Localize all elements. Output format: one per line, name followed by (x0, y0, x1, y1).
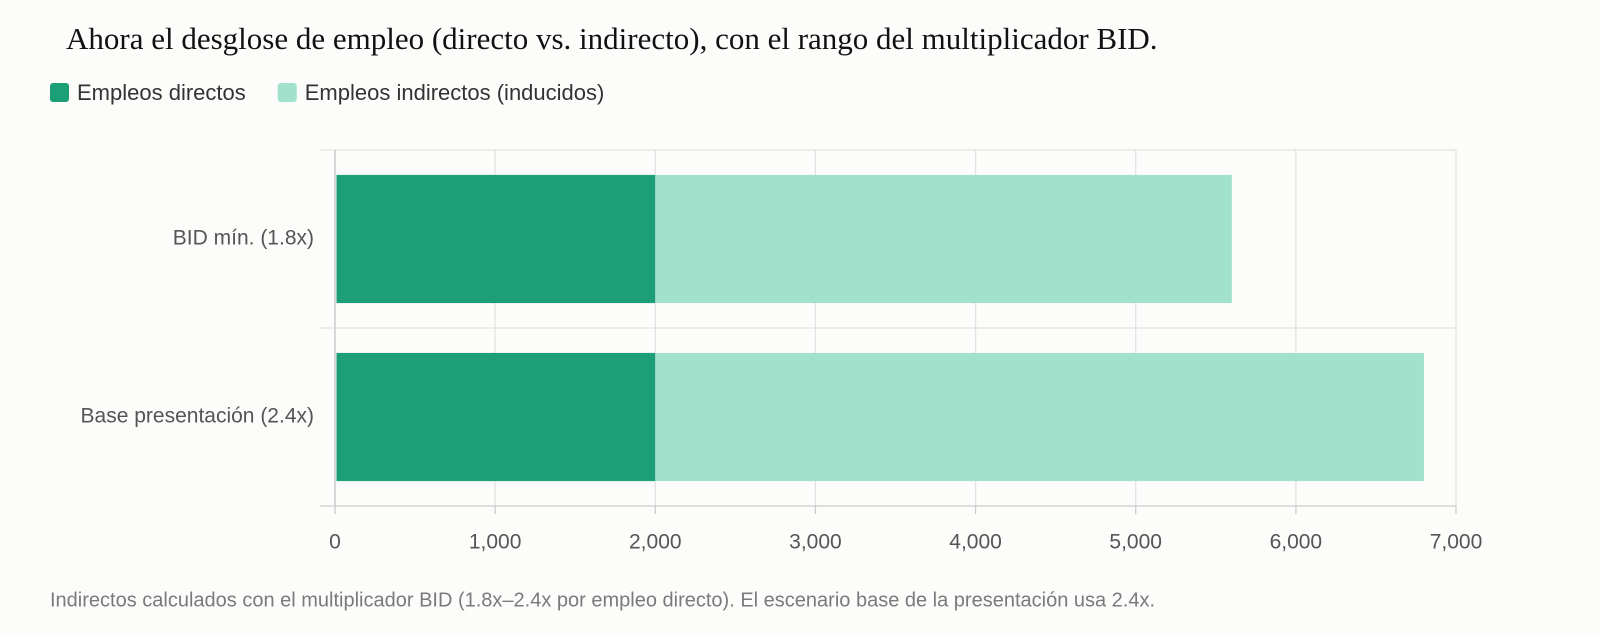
x-tick-label: 5,000 (1109, 531, 1162, 554)
x-tick-label: 6,000 (1270, 531, 1323, 554)
footnote: Indirectos calculados con el multiplicad… (50, 589, 1155, 611)
bar-segment (336, 174, 656, 304)
x-tick-label: 1,000 (469, 531, 522, 554)
chart-title: Ahora el desglose de empleo (directo vs.… (66, 21, 1158, 56)
x-tick-label: 7,000 (1430, 531, 1483, 554)
x-tick-label: 4,000 (949, 531, 1002, 554)
x-tick-label: 2,000 (629, 531, 682, 554)
y-tick-label: Base presentación (2.4x) (81, 405, 314, 428)
bar-segment (655, 352, 1424, 482)
legend-label: Empleos indirectos (inducidos) (305, 80, 605, 105)
legend-swatch (277, 83, 297, 102)
legend-swatch (50, 83, 69, 102)
legend-label: Empleos directos (77, 80, 246, 105)
x-tick-label: 0 (329, 531, 341, 554)
x-tick-label: 3,000 (789, 531, 842, 554)
bar-segment (655, 174, 1232, 304)
bar-segment (336, 352, 656, 482)
y-tick-label: BID mín. (1.8x) (173, 227, 314, 250)
